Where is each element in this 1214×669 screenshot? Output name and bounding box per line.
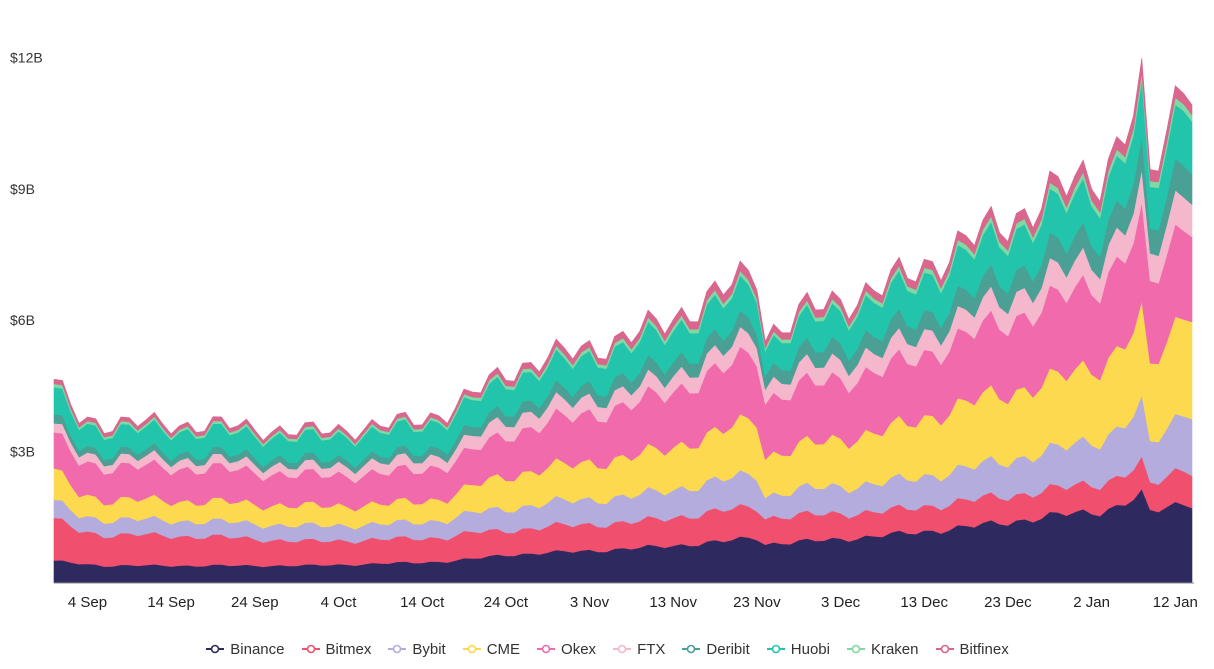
legend-item-okex[interactable]: Okex <box>536 641 596 658</box>
x-tick-label: 3 Nov <box>570 594 610 611</box>
x-tick-label: 4 Sep <box>68 594 107 611</box>
y-tick-label: $12B <box>10 49 43 65</box>
legend-label: Huobi <box>790 640 830 658</box>
legend-item-kraken[interactable]: Kraken <box>846 641 919 658</box>
x-tick-label: 13 Nov <box>649 594 697 611</box>
x-tick-label: 2 Jan <box>1073 594 1110 611</box>
legend-item-cme[interactable]: CME <box>462 641 520 658</box>
x-tick-label: 24 Sep <box>231 594 279 611</box>
x-tick-label: 14 Oct <box>400 594 445 611</box>
legend-marker-icon <box>935 644 954 654</box>
y-axis-tick-labels: $3B $6B $9B $12B <box>10 49 43 459</box>
legend-marker-icon <box>846 644 865 654</box>
area-series-bitfinex[interactable] <box>53 58 1193 445</box>
legend-item-bybit[interactable]: Bybit <box>387 640 446 658</box>
legend-item-deribit[interactable]: Deribit <box>681 640 750 658</box>
x-tick-label: 23 Dec <box>984 594 1032 611</box>
legend-label: Bitmex <box>325 640 372 658</box>
legend-item-bitmex[interactable]: Bitmex <box>301 640 372 658</box>
legend-marker-icon <box>388 644 407 654</box>
x-tick-label: 4 Oct <box>321 594 358 611</box>
legend-marker-icon <box>613 644 632 654</box>
y-tick-label: $3B <box>10 444 35 460</box>
legend-item-ftx[interactable]: FTX <box>612 641 665 658</box>
legend-label: Binance <box>230 640 285 658</box>
legend-label: Bybit <box>412 640 446 658</box>
legend-label: Kraken <box>870 640 919 658</box>
legend-item-bitfinex[interactable]: Bitfinex <box>935 641 1009 658</box>
chart-legend: Binance Bitmex Bybit CME Okex FTX Deribit Huobi… <box>0 636 1214 662</box>
area-series-layer <box>53 58 1193 584</box>
x-tick-label: 13 Dec <box>900 594 948 611</box>
legend-label: FTX <box>637 640 666 658</box>
legend-marker-icon <box>682 644 701 654</box>
legend-label: Deribit <box>706 640 750 658</box>
legend-item-huobi[interactable]: Huobi <box>766 641 830 658</box>
x-tick-label: 3 Dec <box>821 594 861 611</box>
x-tick-label: 24 Oct <box>484 594 529 611</box>
legend-marker-icon <box>301 644 320 654</box>
y-tick-label: $6B <box>10 312 35 328</box>
x-tick-label: 23 Nov <box>733 594 781 611</box>
legend-label: Okex <box>561 640 597 658</box>
legend-marker-icon <box>462 644 481 654</box>
y-tick-label: $9B <box>10 181 35 197</box>
legend-marker-icon <box>206 644 225 654</box>
legend-marker-icon <box>537 644 556 654</box>
legend-marker-icon <box>766 644 785 654</box>
legend-label: CME <box>486 640 521 658</box>
legend-label: Bitfinex <box>959 640 1009 658</box>
x-tick-label: 12 Jan <box>1153 594 1198 611</box>
x-axis-tick-labels: 4 Sep 14 Sep 24 Sep 4 Oct 14 Oct 24 Oct 3 Nov 1… <box>68 594 1198 611</box>
legend-item-binance[interactable]: Binance <box>205 640 285 658</box>
x-tick-label: 14 Sep <box>147 594 195 611</box>
